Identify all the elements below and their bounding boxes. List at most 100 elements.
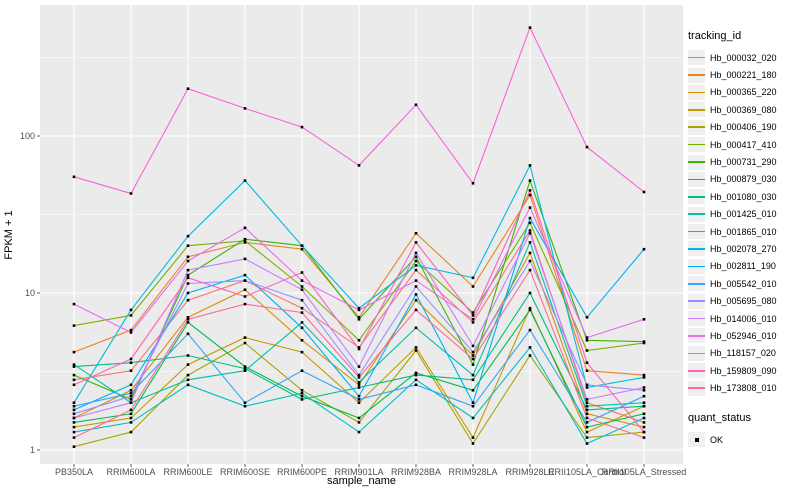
data-point xyxy=(528,232,532,235)
data-point xyxy=(129,361,133,364)
data-point xyxy=(357,394,361,398)
data-point xyxy=(357,306,361,310)
legend-key xyxy=(688,84,705,100)
data-point xyxy=(471,285,475,288)
legend-entry-label: Hb_000731_290 xyxy=(710,157,777,168)
legend-entry: Hb_052946_010 xyxy=(688,327,800,344)
data-point xyxy=(414,255,418,259)
legend-entries: Hb_000032_020 Hb_000221_180 Hb_000365_220 H… xyxy=(688,49,800,397)
data-point xyxy=(585,336,589,339)
data-point xyxy=(585,436,589,439)
data-point xyxy=(585,408,589,412)
legend-entry: Hb_002078_270 xyxy=(688,240,800,257)
data-point xyxy=(528,306,532,310)
data-point xyxy=(72,383,76,387)
data-point xyxy=(72,408,76,412)
legend-key xyxy=(688,102,705,118)
data-point xyxy=(129,430,133,434)
legend-key xyxy=(688,67,705,83)
data-point xyxy=(243,404,247,408)
data-point xyxy=(585,421,589,424)
legend-entry: Hb_000369_080 xyxy=(688,101,800,118)
data-point xyxy=(585,386,589,389)
legend-key xyxy=(688,206,705,222)
data-point xyxy=(471,311,475,314)
data-point xyxy=(300,398,304,401)
legend-key xyxy=(688,380,705,396)
data-point xyxy=(243,226,247,230)
data-point xyxy=(414,268,418,272)
legend-key xyxy=(688,432,705,447)
legend-entry-label: Hb_000369_080 xyxy=(710,104,777,115)
data-point xyxy=(471,363,475,366)
data-point xyxy=(642,247,646,251)
data-point xyxy=(414,383,418,387)
data-point xyxy=(243,273,247,277)
square-point-icon xyxy=(694,437,699,442)
data-point xyxy=(186,378,190,382)
legend-entry: Hb_000221_180 xyxy=(688,66,800,83)
line-swatch-icon xyxy=(688,196,705,198)
data-point xyxy=(300,394,304,398)
data-point xyxy=(357,376,361,379)
data-point xyxy=(642,318,646,321)
legend-entry-label: Hb_001865_010 xyxy=(710,226,777,237)
data-point xyxy=(471,321,475,324)
legend-entry: Hb_001080_030 xyxy=(688,188,800,205)
line-swatch-icon xyxy=(688,335,705,337)
data-point xyxy=(585,316,589,319)
data-point xyxy=(414,264,418,267)
data-point xyxy=(528,268,532,272)
data-point xyxy=(300,311,304,314)
data-point xyxy=(72,416,76,420)
x-tick-label: RRIM600PE xyxy=(277,467,327,477)
data-point xyxy=(414,373,418,377)
data-point xyxy=(243,279,247,282)
legend-entry: Hb_000365_220 xyxy=(688,84,800,101)
data-point xyxy=(585,442,589,445)
data-point xyxy=(471,314,475,317)
data-point xyxy=(243,295,247,298)
data-point xyxy=(186,273,190,277)
data-point xyxy=(300,271,304,274)
data-point xyxy=(642,421,646,424)
data-point xyxy=(585,430,589,434)
data-point xyxy=(300,369,304,372)
legend-entry: Hb_000417_410 xyxy=(688,136,800,153)
data-point xyxy=(243,302,247,306)
data-point xyxy=(186,354,190,357)
data-point xyxy=(357,401,361,404)
data-point xyxy=(642,416,646,420)
data-point xyxy=(129,314,133,317)
data-point xyxy=(414,298,418,302)
x-tick-label: RRIM928LE xyxy=(505,467,554,477)
data-point xyxy=(585,425,589,429)
legend-key xyxy=(688,276,705,292)
data-point xyxy=(414,308,418,312)
data-point xyxy=(471,357,475,361)
data-point xyxy=(528,241,532,244)
data-point xyxy=(129,383,133,387)
legend-title-tracking-id: tracking_id xyxy=(688,30,742,42)
legend-entry: Hb_005695_080 xyxy=(688,292,800,309)
x-tick-label: RRIM600LA xyxy=(106,467,155,477)
data-point xyxy=(72,363,76,366)
legend-key xyxy=(688,189,705,205)
legend-key xyxy=(688,119,705,135)
data-point xyxy=(528,189,532,192)
data-point xyxy=(300,306,304,310)
data-point xyxy=(186,87,190,90)
data-point xyxy=(471,404,475,408)
x-tick-label: RRIM928LA xyxy=(448,467,497,477)
data-point xyxy=(414,346,418,349)
data-point xyxy=(186,321,190,324)
data-point xyxy=(585,401,589,404)
data-point xyxy=(357,308,361,312)
data-point xyxy=(300,391,304,395)
data-point xyxy=(300,279,304,282)
data-point xyxy=(300,244,304,247)
legend-entry-label: Hb_000879_030 xyxy=(710,174,777,185)
data-point xyxy=(414,241,418,244)
data-point xyxy=(72,445,76,448)
line-swatch-icon xyxy=(688,282,705,285)
